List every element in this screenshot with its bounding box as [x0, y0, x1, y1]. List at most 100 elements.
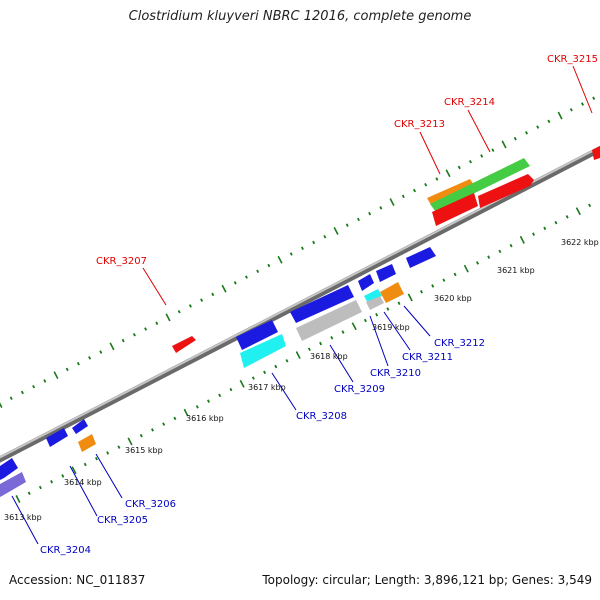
- genome-title: Clostridium kluyveri NBRC 12016, complet…: [128, 9, 472, 24]
- gene-label-ckr-3204[interactable]: CKR_3204: [40, 545, 91, 556]
- reverse-gene-labels: CKR_3204 CKR_3205 CKR_3206 CKR_3208 CKR_…: [40, 338, 485, 556]
- tick-mark: [289, 252, 293, 256]
- tick-mark: [61, 474, 65, 478]
- tick-mark: [569, 108, 573, 112]
- tick-mark: [183, 408, 189, 417]
- gene-label-ckr-3210[interactable]: CKR_3210: [370, 368, 421, 379]
- inner-tick-track: [15, 203, 592, 503]
- gene-label-ckr-3215[interactable]: CKR_3215: [547, 54, 598, 65]
- tick-mark: [211, 292, 215, 297]
- gene-feature: [432, 193, 478, 226]
- tick-mark: [27, 491, 31, 496]
- tick-mark: [543, 226, 547, 231]
- tick-mark: [20, 390, 24, 395]
- tick-mark: [557, 111, 563, 120]
- tick-mark: [345, 223, 349, 227]
- gene-feature: [72, 419, 88, 434]
- ruler-label: 3616 kbp: [186, 414, 224, 423]
- gene-label-ckr-3205[interactable]: CKR_3205: [97, 515, 148, 526]
- tick-mark: [431, 284, 435, 288]
- gene-feature: [364, 289, 382, 303]
- tick-mark: [15, 495, 21, 503]
- tick-mark: [554, 220, 558, 225]
- tick-mark: [251, 376, 255, 380]
- gene-feature: [358, 274, 374, 291]
- tick-mark: [188, 304, 192, 308]
- tick-mark: [76, 361, 80, 366]
- gene-label-ckr-3211[interactable]: CKR_3211: [402, 352, 453, 363]
- tick-mark: [117, 445, 121, 449]
- tick-mark: [323, 234, 327, 239]
- tick-mark: [267, 263, 271, 268]
- ruler-label: 3620 kbp: [434, 294, 472, 303]
- genome-summary-text: Topology: circular; Length: 3,896,121 bp…: [262, 573, 592, 587]
- ruler-label: 3619 kbp: [372, 323, 410, 332]
- tick-mark: [330, 335, 334, 340]
- tick-mark: [165, 313, 171, 322]
- gene-leader-lines: [11, 65, 593, 545]
- tick-mark: [501, 140, 507, 149]
- gene-feature: [0, 458, 18, 480]
- tick-mark: [162, 422, 166, 426]
- gene-label-ckr-3214[interactable]: CKR_3214: [444, 97, 495, 108]
- tick-mark: [127, 437, 133, 446]
- accession-text: Accession: NC_011837: [9, 573, 146, 587]
- tick-mark: [312, 240, 316, 245]
- tick-mark: [285, 359, 289, 363]
- tick-mark: [139, 433, 143, 438]
- ruler-label: 3621 kbp: [497, 266, 535, 275]
- tick-mark: [43, 379, 47, 383]
- tick-mark: [565, 215, 569, 219]
- ruler-label: 3617 kbp: [248, 383, 286, 392]
- tick-mark: [487, 255, 491, 259]
- tick-mark: [94, 456, 98, 461]
- tick-mark: [368, 211, 372, 216]
- tick-mark: [144, 327, 148, 331]
- tick-mark: [256, 269, 260, 274]
- tick-mark: [386, 307, 390, 311]
- gene-label-ckr-3206[interactable]: CKR_3206: [125, 499, 176, 510]
- tick-mark: [333, 227, 339, 235]
- tick-mark: [547, 119, 551, 124]
- gene-label-ckr-3209[interactable]: CKR_3209: [334, 384, 385, 395]
- tick-mark: [356, 217, 360, 222]
- gene-feature: [478, 174, 534, 208]
- tick-mark: [132, 332, 136, 337]
- tick-mark: [509, 243, 513, 248]
- tick-mark: [88, 356, 92, 360]
- tick-mark: [581, 102, 584, 106]
- gene-feature: [236, 320, 278, 350]
- gene-feature: [366, 296, 384, 310]
- tick-mark: [106, 451, 110, 455]
- gene-feature: [240, 334, 286, 368]
- gene-label-ckr-3213[interactable]: CKR_3213: [394, 119, 445, 130]
- gene-label-ckr-3208[interactable]: CKR_3208: [296, 411, 347, 422]
- tick-mark: [363, 318, 367, 323]
- tick-mark: [435, 177, 439, 181]
- ruler-label: 3622 kbp: [561, 238, 599, 247]
- tick-mark: [218, 393, 222, 398]
- tick-mark: [413, 188, 416, 193]
- tick-mark: [397, 301, 401, 305]
- tick-mark: [71, 466, 77, 475]
- tick-mark: [121, 338, 125, 343]
- gene-label-ckr-3207[interactable]: CKR_3207: [96, 256, 147, 267]
- tick-mark: [536, 125, 540, 129]
- tick-mark: [424, 182, 428, 187]
- gene-label-ckr-3212[interactable]: CKR_3212: [434, 338, 485, 349]
- tick-mark: [155, 321, 159, 326]
- tick-mark: [53, 371, 59, 380]
- tick-mark: [239, 379, 245, 388]
- tick-mark: [445, 169, 451, 178]
- tick-mark: [195, 405, 199, 409]
- tick-mark: [532, 232, 536, 236]
- tick-mark: [38, 485, 42, 490]
- tick-mark: [513, 136, 517, 141]
- tick-mark: [463, 264, 469, 273]
- tick-mark: [263, 370, 267, 375]
- tick-mark: [233, 281, 237, 285]
- gene-features: [0, 146, 600, 497]
- tick-mark: [401, 194, 405, 199]
- tick-mark: [99, 350, 103, 354]
